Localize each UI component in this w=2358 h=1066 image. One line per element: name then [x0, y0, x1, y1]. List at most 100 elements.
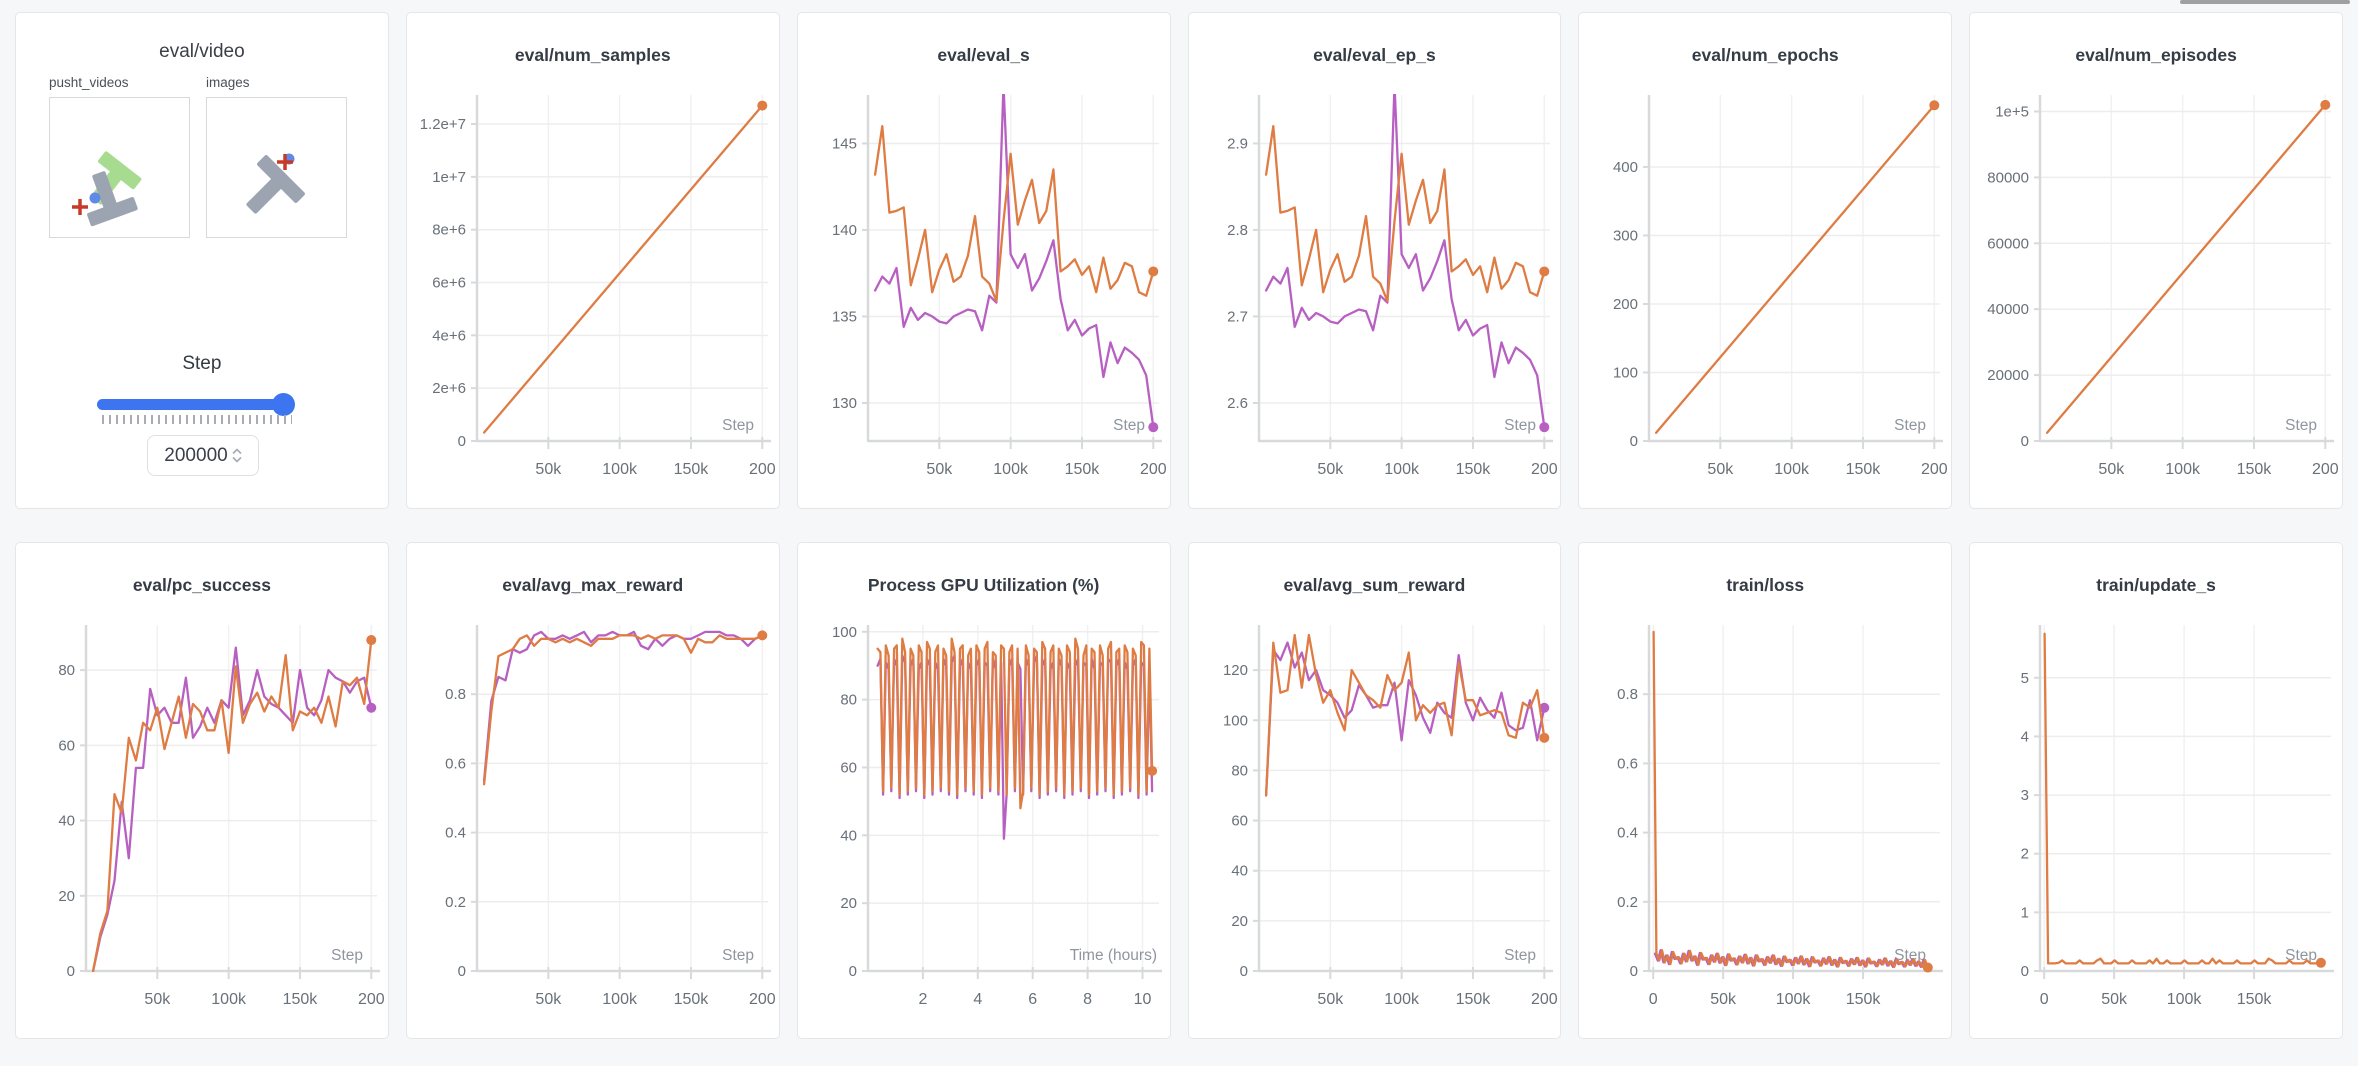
stepper-arrows-icon[interactable] — [232, 448, 242, 463]
chart-eval-num-episodes[interactable]: 0 20000 40000 60000 80000 1e+5 50k 100k 150k 200 S… — [1970, 75, 2342, 507]
svg-text:80: 80 — [840, 692, 857, 709]
svg-text:0.8: 0.8 — [445, 686, 466, 703]
chart-title: eval/eval_ep_s — [1313, 45, 1436, 65]
svg-text:0.4: 0.4 — [1617, 825, 1638, 842]
series-line-orange — [482, 104, 764, 434]
panel-eval-num-episodes: eval/num_episodes 0 20000 40000 60000 80000 1e… — [1969, 12, 2343, 509]
svg-text:100k: 100k — [1384, 991, 1420, 1008]
series-line-purple — [482, 630, 764, 782]
svg-text:80: 80 — [58, 662, 75, 679]
svg-text:4: 4 — [973, 991, 982, 1008]
svg-text:150k: 150k — [673, 461, 709, 478]
pusht-render-image — [72, 151, 142, 227]
svg-text:100k: 100k — [211, 991, 247, 1008]
chart-eval-num-samples[interactable]: 0 2e+6 4e+6 6e+6 8e+6 1e+7 1.2e+7 50k 100k 150k 20… — [407, 75, 779, 507]
svg-text:150k: 150k — [1846, 461, 1882, 478]
last-point-dot-purple — [366, 702, 377, 713]
svg-text:Step: Step — [1504, 417, 1536, 434]
svg-text:40: 40 — [58, 813, 75, 830]
svg-text:80: 80 — [1231, 762, 1248, 779]
last-point-dot-orange — [757, 100, 768, 111]
chart-eval-avg-max-reward[interactable]: 0 0.2 0.4 0.6 0.8 50k 100k 150k 200 Step — [407, 605, 779, 1037]
svg-text:130: 130 — [832, 395, 857, 412]
svg-text:2.8: 2.8 — [1227, 222, 1248, 239]
chart-title: eval/num_epochs — [1691, 45, 1839, 65]
svg-text:50k: 50k — [1708, 461, 1735, 478]
svg-text:200: 200 — [749, 991, 776, 1008]
svg-text:0: 0 — [1239, 963, 1247, 980]
svg-text:6e+6: 6e+6 — [432, 275, 466, 292]
step-slider-thumb[interactable] — [272, 393, 295, 416]
chart-title: eval/avg_sum_reward — [1283, 575, 1466, 595]
svg-text:150k: 150k — [1455, 991, 1491, 1008]
step-slider-label: Step — [182, 353, 222, 374]
last-point-dot-orange — [1929, 100, 1940, 111]
horizontal-scrollbar[interactable] — [2180, 0, 2350, 4]
svg-text:150k: 150k — [2237, 461, 2273, 478]
svg-text:50k: 50k — [2099, 461, 2126, 478]
series-line-orange — [1655, 104, 1936, 434]
svg-text:100k: 100k — [2167, 991, 2203, 1008]
last-point-dot-orange — [1538, 732, 1549, 743]
images-thumbnail[interactable] — [206, 97, 347, 238]
panel-train-loss: train/loss 0 0.2 0.4 0.6 0.8 0 50k 100k 150k Step — [1578, 542, 1953, 1039]
svg-text:50k: 50k — [2101, 991, 2128, 1008]
svg-text:Time (hours): Time (hours) — [1069, 947, 1156, 964]
last-point-dot-purple — [1538, 422, 1549, 433]
chart-eval-num-epochs[interactable]: 0 100 200 300 400 50k 100k 150k 200 Step — [1579, 75, 1951, 507]
svg-text:20: 20 — [58, 888, 75, 905]
svg-text:50k: 50k — [1317, 991, 1344, 1008]
panel-eval-avg-max-reward: eval/avg_max_reward 0 0.2 0.4 0.6 0.8 50k 100k 1… — [405, 542, 780, 1039]
step-number-input[interactable]: 200000 — [147, 435, 259, 476]
svg-text:Step: Step — [331, 947, 363, 964]
chart-train-loss[interactable]: 0 0.2 0.4 0.6 0.8 0 50k 100k 150k Step — [1579, 605, 1951, 1037]
svg-text:0: 0 — [2021, 963, 2029, 980]
svg-text:0: 0 — [1630, 963, 1638, 980]
chart-eval-pc-success[interactable]: 0 20 40 60 80 50k 100k 150k 200 Step — [16, 605, 388, 1037]
svg-text:3: 3 — [2021, 787, 2029, 804]
svg-text:Step: Step — [1894, 947, 1926, 964]
step-input-value[interactable]: 200000 — [164, 444, 228, 466]
chart-eval-eval-ep-s[interactable]: 2.6 2.7 2.8 2.9 50k 100k 150k 200 Step — [1189, 75, 1561, 507]
pusht-video-thumbnail[interactable] — [49, 97, 190, 238]
svg-text:1e+7: 1e+7 — [432, 169, 466, 186]
panel-eval-eval-s: eval/eval_s 130 135 140 145 50k 100k 150k 200 Ste… — [796, 12, 1171, 509]
chart-title: eval/num_episodes — [2075, 45, 2237, 65]
svg-text:60000: 60000 — [1987, 235, 2029, 252]
svg-text:5: 5 — [2021, 670, 2029, 687]
svg-text:0.2: 0.2 — [1617, 894, 1638, 911]
svg-text:2.6: 2.6 — [1227, 395, 1248, 412]
series-line-orange — [876, 637, 1153, 810]
svg-text:0: 0 — [457, 433, 465, 450]
last-point-dot-orange — [1146, 765, 1157, 776]
svg-text:Step: Step — [722, 417, 754, 434]
svg-text:100k: 100k — [993, 461, 1029, 478]
panel-eval-pc-success: eval/pc_success 0 20 40 60 80 50k 100k 150k 200 St… — [15, 542, 389, 1039]
series-line-orange — [2043, 632, 2323, 965]
series-line-orange — [2046, 103, 2327, 434]
chart-title: eval/pc_success — [132, 575, 271, 595]
svg-text:50k: 50k — [1711, 991, 1738, 1008]
series-line-orange — [1652, 630, 1930, 969]
svg-text:150k: 150k — [283, 991, 319, 1008]
step-slider[interactable] — [97, 393, 295, 416]
svg-text:145: 145 — [832, 135, 857, 152]
chart-process-gpu-utilization[interactable]: 0 20 40 60 80 100 2 4 6 8 10 Time (hours) — [798, 605, 1170, 1037]
svg-text:100k: 100k — [2165, 461, 2201, 478]
svg-text:60: 60 — [58, 737, 75, 754]
last-point-dot-orange — [1923, 962, 1934, 973]
svg-text:6: 6 — [1028, 991, 1037, 1008]
svg-text:100k: 100k — [1776, 991, 1812, 1008]
svg-text:0: 0 — [457, 963, 465, 980]
svg-text:0.6: 0.6 — [1617, 755, 1638, 772]
svg-text:20000: 20000 — [1987, 367, 2029, 384]
chart-train-update-s[interactable]: 0 1 2 3 4 5 0 50k 100k 150k Step — [1970, 605, 2342, 1037]
step-slider-ruler — [102, 415, 292, 424]
chart-title: train/loss — [1726, 575, 1805, 595]
chart-eval-eval-s[interactable]: 130 135 140 145 50k 100k 150k 200 Step — [798, 75, 1170, 507]
chart-eval-avg-sum-reward[interactable]: 0 20 40 60 80 100 120 50k 100k 150k 200 Step — [1189, 605, 1561, 1037]
svg-text:0.4: 0.4 — [445, 825, 466, 842]
svg-text:4e+6: 4e+6 — [432, 327, 466, 344]
series-line-orange — [1264, 124, 1545, 303]
svg-text:50k: 50k — [144, 991, 171, 1008]
